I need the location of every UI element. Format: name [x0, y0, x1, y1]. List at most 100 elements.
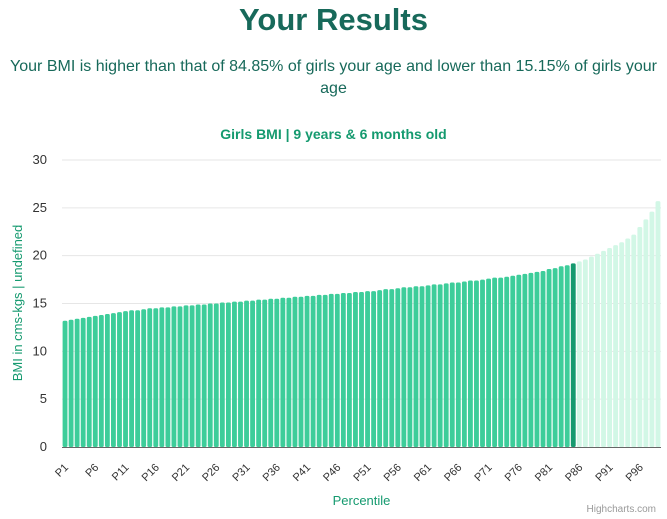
- bar-p51[interactable]: [365, 291, 370, 447]
- bar-p8[interactable]: [104, 314, 110, 447]
- bar-p44[interactable]: [322, 294, 328, 447]
- bar-p16[interactable]: [153, 308, 159, 447]
- bar-p1[interactable]: [62, 320, 68, 447]
- bar-p66[interactable]: [455, 282, 461, 447]
- bar-p95[interactable]: [631, 234, 637, 447]
- bar-p10[interactable]: [117, 312, 122, 447]
- bar-p87[interactable]: [582, 259, 588, 447]
- credits-link[interactable]: Highcharts.com: [586, 504, 656, 515]
- bar-p35[interactable]: [268, 298, 274, 447]
- bar-p18[interactable]: [165, 307, 171, 447]
- bar-p60[interactable]: [419, 286, 425, 447]
- bar-p71[interactable]: [486, 278, 491, 447]
- bar-p65[interactable]: [449, 282, 455, 447]
- bar-p56[interactable]: [395, 288, 401, 447]
- bar-p28[interactable]: [225, 302, 231, 447]
- bar-p72[interactable]: [492, 277, 498, 447]
- bar-p92[interactable]: [613, 245, 619, 447]
- bar-p30[interactable]: [238, 301, 243, 447]
- bar-p49[interactable]: [353, 292, 358, 447]
- bar-p5[interactable]: [86, 316, 92, 447]
- bar-p68[interactable]: [467, 280, 473, 447]
- bar-p94[interactable]: [625, 238, 631, 447]
- bar-p63[interactable]: [437, 284, 443, 447]
- bar-p17[interactable]: [159, 307, 165, 447]
- bar-p73[interactable]: [498, 277, 504, 447]
- bar-p33[interactable]: [256, 299, 262, 447]
- bar-p11[interactable]: [123, 311, 128, 447]
- bar-p6[interactable]: [92, 315, 98, 447]
- bar-p27[interactable]: [219, 302, 225, 447]
- bar-p98[interactable]: [649, 211, 655, 447]
- bar-p43[interactable]: [316, 294, 322, 447]
- bar-p80[interactable]: [540, 270, 546, 447]
- bar-p64[interactable]: [443, 283, 449, 447]
- bar-p93[interactable]: [619, 242, 625, 447]
- bar-p90[interactable]: [601, 250, 606, 447]
- bar-p4[interactable]: [80, 317, 86, 447]
- bar-p74[interactable]: [504, 276, 510, 447]
- bar-p32[interactable]: [250, 300, 256, 447]
- bar-p62[interactable]: [431, 284, 437, 447]
- bar-p26[interactable]: [213, 303, 219, 448]
- bar-p77[interactable]: [522, 273, 528, 447]
- bar-p36[interactable]: [274, 298, 280, 447]
- bar-p82[interactable]: [552, 268, 558, 447]
- bar-p52[interactable]: [371, 291, 377, 447]
- bar-p81[interactable]: [546, 269, 552, 447]
- bar-p38[interactable]: [286, 297, 292, 447]
- bar-p15[interactable]: [147, 308, 153, 447]
- bar-p59[interactable]: [413, 286, 419, 447]
- bar-p78[interactable]: [528, 272, 534, 447]
- bar-p61[interactable]: [425, 285, 431, 447]
- bar-p76[interactable]: [516, 274, 522, 447]
- bar-p48[interactable]: [346, 292, 352, 447]
- bar-p23[interactable]: [195, 304, 201, 447]
- bar-p20[interactable]: [177, 306, 183, 447]
- bar-p55[interactable]: [389, 289, 395, 447]
- bar-p45[interactable]: [328, 293, 334, 447]
- bar-p89[interactable]: [595, 253, 600, 447]
- bar-p12[interactable]: [129, 310, 135, 447]
- bar-p34[interactable]: [262, 299, 268, 447]
- bar-p96[interactable]: [637, 226, 643, 447]
- bar-p79[interactable]: [534, 271, 540, 447]
- bar-p85[interactable]: [570, 263, 576, 447]
- bar-p25[interactable]: [207, 303, 213, 448]
- bar-p2[interactable]: [68, 319, 74, 447]
- bar-p21[interactable]: [183, 305, 189, 447]
- bar-p42[interactable]: [310, 295, 316, 447]
- bar-p75[interactable]: [510, 275, 516, 447]
- bar-p99[interactable]: [655, 201, 661, 447]
- bar-p40[interactable]: [298, 296, 304, 447]
- bar-p53[interactable]: [377, 290, 383, 447]
- bar-p58[interactable]: [407, 287, 413, 447]
- bar-p47[interactable]: [340, 292, 346, 447]
- bar-p7[interactable]: [98, 314, 104, 447]
- bar-p22[interactable]: [189, 305, 195, 447]
- bar-p69[interactable]: [474, 280, 479, 447]
- bar-p67[interactable]: [461, 281, 467, 447]
- bar-p97[interactable]: [643, 219, 649, 447]
- bar-p14[interactable]: [141, 309, 147, 447]
- bar-p70[interactable]: [480, 279, 485, 447]
- bar-p9[interactable]: [111, 313, 116, 447]
- bar-p29[interactable]: [232, 301, 237, 447]
- bar-p57[interactable]: [401, 287, 407, 447]
- bar-p24[interactable]: [201, 304, 207, 447]
- bar-p54[interactable]: [383, 289, 389, 447]
- bar-p41[interactable]: [304, 295, 310, 447]
- bar-p50[interactable]: [359, 292, 364, 447]
- bar-p46[interactable]: [334, 293, 340, 447]
- bar-p91[interactable]: [607, 248, 612, 447]
- bar-p19[interactable]: [171, 306, 177, 447]
- bar-p88[interactable]: [588, 256, 594, 447]
- bar-p86[interactable]: [576, 261, 582, 447]
- bar-p13[interactable]: [135, 310, 141, 447]
- bar-p39[interactable]: [292, 296, 298, 447]
- bar-p3[interactable]: [74, 318, 80, 447]
- bar-p31[interactable]: [244, 300, 249, 447]
- bar-p84[interactable]: [564, 265, 570, 447]
- bar-p83[interactable]: [558, 266, 564, 447]
- bar-p37[interactable]: [280, 297, 286, 447]
